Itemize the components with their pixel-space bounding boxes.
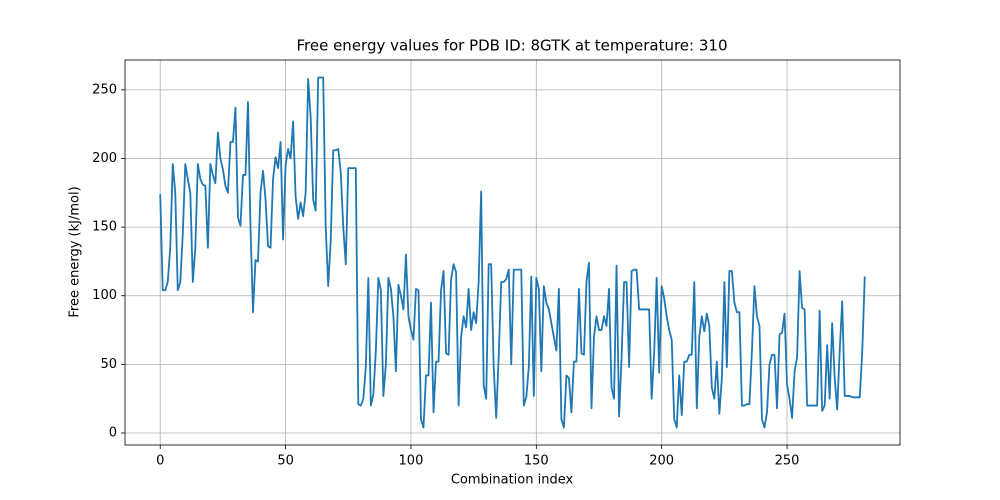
x-tick-label: 250 xyxy=(775,454,800,469)
x-tick-label: 200 xyxy=(649,454,674,469)
y-tick-label: 150 xyxy=(92,220,117,235)
x-tick-label: 50 xyxy=(277,454,294,469)
y-tick-label: 100 xyxy=(92,288,117,303)
y-tick-label: 0 xyxy=(109,425,117,440)
data-line xyxy=(159,76,866,429)
y-tick-label: 50 xyxy=(100,357,117,372)
x-tick-label: 150 xyxy=(524,454,549,469)
x-axis-label: Combination index xyxy=(451,473,574,488)
y-axis-label: Free energy (kJ/mol) xyxy=(68,186,83,317)
x-tick-label: 100 xyxy=(399,454,424,469)
x-tick-label: 0 xyxy=(156,454,164,469)
y-tick-label: 200 xyxy=(92,151,117,166)
y-tick-label: 250 xyxy=(92,82,117,97)
chart-title: Free energy values for PDB ID: 8GTK at t… xyxy=(296,37,727,55)
plot-frame xyxy=(124,59,901,446)
